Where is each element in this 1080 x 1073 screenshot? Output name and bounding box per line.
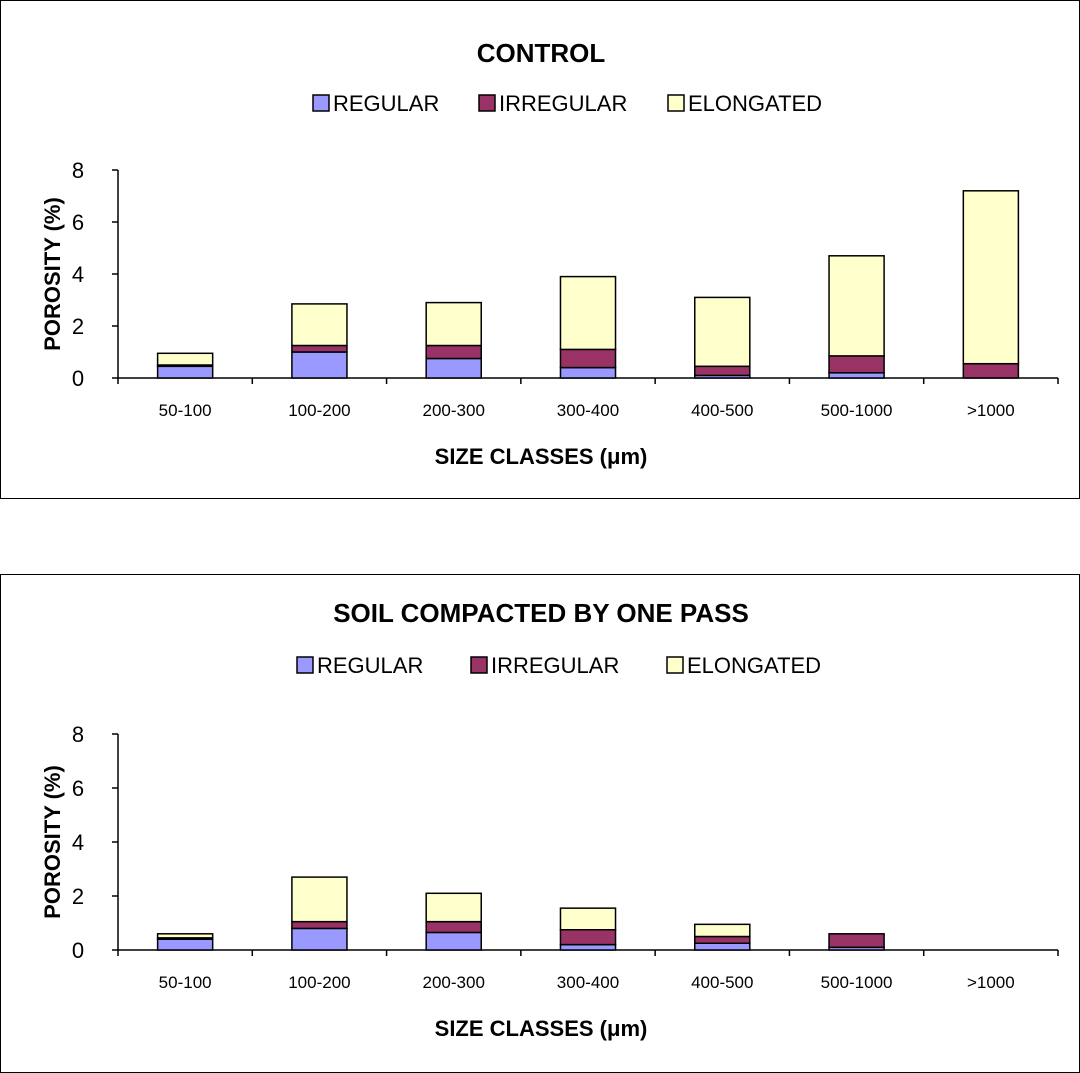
y-tick-label: 8 xyxy=(72,722,84,747)
x-tick-label: 500-1000 xyxy=(821,401,893,420)
x-tick-label: 300-400 xyxy=(557,973,619,992)
bar-irregular-100-200 xyxy=(291,344,348,353)
bar-elongated-200-300 xyxy=(425,892,482,923)
bar-irregular-400-500 xyxy=(694,935,751,944)
x-tick-label: 100-200 xyxy=(288,973,350,992)
bar-elongated-50-100 xyxy=(156,933,214,939)
y-tick-label: 4 xyxy=(72,262,84,287)
bar-irregular-500-1000 xyxy=(828,933,885,949)
x-tick-label: 100-200 xyxy=(288,401,350,420)
bar-irregular-200-300 xyxy=(425,920,482,934)
x-tick-label: >1000 xyxy=(967,401,1015,420)
chart-panel-one-pass: SOIL COMPACTED BY ONE PASS REGULAR IRREGUL… xyxy=(0,574,1080,1073)
bar-regular-100-200 xyxy=(291,927,348,951)
bar-elongated-100-200 xyxy=(291,303,348,347)
chart-control: CONTROL REGULAR IRREGULAR ELONGATED 0 2 4 6 8 POR… xyxy=(40,38,1059,469)
bar-regular-300-400 xyxy=(559,943,617,951)
legend-swatch-irregular xyxy=(478,94,496,112)
x-tick-label: 500-1000 xyxy=(821,973,893,992)
bar-irregular-400-500 xyxy=(694,365,751,377)
y-tick-label: 6 xyxy=(72,776,84,801)
bar-irregular->1000 xyxy=(962,362,1020,379)
bar-irregular-300-400 xyxy=(559,929,617,946)
chart-one-pass: SOIL COMPACTED BY ONE PASS REGULAR IRREGUL… xyxy=(40,598,1059,1041)
legend-swatch-elongated xyxy=(667,94,685,112)
x-axis-title: SIZE CLASSES (μm) xyxy=(435,444,648,469)
legend-label-regular: REGULAR xyxy=(333,91,439,116)
x-tick-label: 50-100 xyxy=(159,973,212,992)
x-tick-label: 50-100 xyxy=(159,401,212,420)
bar-irregular-500-1000 xyxy=(828,355,885,374)
bar-regular-400-500 xyxy=(694,942,751,951)
y-axis-title: POROSITY (%) xyxy=(40,765,65,919)
bar-regular-300-400 xyxy=(559,366,617,379)
legend-swatch-regular xyxy=(296,656,314,674)
bar-irregular-300-400 xyxy=(559,348,617,369)
x-tick-label: 300-400 xyxy=(557,401,619,420)
legend-swatch-irregular xyxy=(470,656,488,674)
y-tick-label: 0 xyxy=(72,938,84,963)
legend-swatch-elongated xyxy=(666,656,684,674)
bar-elongated-300-400 xyxy=(559,907,617,931)
x-axis-title: SIZE CLASSES (μm) xyxy=(435,1016,648,1041)
bar-elongated-300-400 xyxy=(559,275,617,351)
bar-irregular-200-300 xyxy=(425,344,482,360)
bar-elongated->1000 xyxy=(962,190,1020,365)
x-tick-label: 200-300 xyxy=(423,973,485,992)
x-tick-label: 400-500 xyxy=(691,973,753,992)
legend-label-irregular: IRREGULAR xyxy=(499,91,627,116)
y-axis-title: POROSITY (%) xyxy=(40,197,65,351)
bar-regular-200-300 xyxy=(425,931,482,951)
y-tick-label: 2 xyxy=(72,314,84,339)
y-tick-label: 8 xyxy=(72,158,84,183)
bar-elongated-100-200 xyxy=(291,876,348,923)
bar-elongated-400-500 xyxy=(694,923,751,938)
bar-elongated-200-300 xyxy=(425,301,482,347)
bar-regular-50-100 xyxy=(156,938,214,951)
x-tick-label: 400-500 xyxy=(691,401,753,420)
chart-title: SOIL COMPACTED BY ONE PASS xyxy=(333,598,749,628)
legend-label-regular: REGULAR xyxy=(317,653,423,678)
bar-regular-50-100 xyxy=(156,365,214,379)
bar-regular-200-300 xyxy=(425,357,482,379)
bar-elongated-400-500 xyxy=(694,296,751,368)
bar-irregular-100-200 xyxy=(291,920,348,930)
chart-title: CONTROL xyxy=(477,38,606,68)
y-tick-label: 6 xyxy=(72,210,84,235)
legend-label-irregular: IRREGULAR xyxy=(491,653,619,678)
legend-swatch-regular xyxy=(312,94,330,112)
legend-label-elongated: ELONGATED xyxy=(688,91,822,116)
y-tick-label: 4 xyxy=(72,830,84,855)
chart-panel-control: CONTROL REGULAR IRREGULAR ELONGATED 0 2 4 6 8 POR… xyxy=(0,0,1080,499)
x-tick-label: 200-300 xyxy=(423,401,485,420)
x-tick-label: >1000 xyxy=(967,973,1015,992)
legend-label-elongated: ELONGATED xyxy=(687,653,821,678)
bar-elongated-500-1000 xyxy=(828,255,885,357)
bar-regular-100-200 xyxy=(291,351,348,379)
y-tick-label: 2 xyxy=(72,884,84,909)
bar-elongated-50-100 xyxy=(156,352,214,366)
y-tick-label: 0 xyxy=(72,366,84,391)
bar-regular-500-1000 xyxy=(828,372,885,379)
